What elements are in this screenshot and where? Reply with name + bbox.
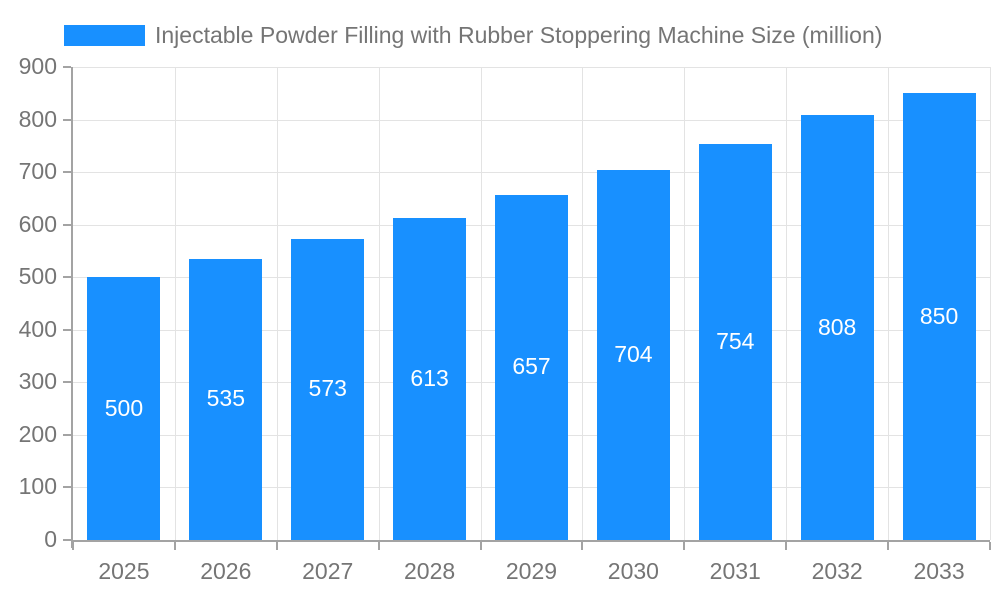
x-tick-label: 2028 <box>404 558 456 584</box>
bar: 808 <box>800 115 874 540</box>
x-axis-tick <box>72 542 74 550</box>
bar: 500 <box>87 277 161 540</box>
x-tick-label: 2030 <box>607 558 659 584</box>
y-axis-tick <box>63 381 71 384</box>
y-tick-label: 800 <box>18 105 57 132</box>
bar: 657 <box>495 194 568 540</box>
legend-label: Injectable Powder Filling with Rubber St… <box>155 22 883 48</box>
y-axis-line <box>71 67 73 548</box>
x-axis-tick <box>173 542 176 550</box>
y-tick-label: 900 <box>18 53 57 79</box>
y-gridline <box>73 172 990 174</box>
bar-value-label: 613 <box>410 364 449 391</box>
x-tick-label: 2029 <box>505 558 558 584</box>
x-axis-tick <box>377 542 380 550</box>
y-tick-label: 500 <box>18 263 57 290</box>
x-gridline <box>684 67 686 540</box>
x-axis-tick <box>887 542 890 550</box>
bar-value-label: 754 <box>716 327 755 354</box>
x-tick-label: 2026 <box>200 558 252 584</box>
bar: 754 <box>698 143 772 540</box>
x-axis-tick <box>683 542 686 550</box>
x-gridline <box>480 67 482 540</box>
y-axis-tick <box>63 276 71 279</box>
x-axis-tick <box>275 542 278 550</box>
x-tick-label: 2027 <box>302 558 354 584</box>
bar: 613 <box>393 217 467 540</box>
y-axis-tick <box>63 486 71 489</box>
x-axis-tick <box>479 542 482 550</box>
bar-value-label: 657 <box>512 353 551 380</box>
bar-value-label: 808 <box>817 313 857 340</box>
x-gridline <box>276 67 278 540</box>
y-tick-label: 300 <box>18 368 57 395</box>
legend[interactable]: Injectable Powder Filling with Rubber St… <box>64 22 882 49</box>
y-tick-label: 700 <box>18 158 57 185</box>
x-axis-line <box>71 540 990 542</box>
x-tick-label: 2025 <box>98 558 150 584</box>
x-gridline <box>378 67 380 540</box>
bar-value-label: 500 <box>104 394 144 421</box>
x-tick-label: 2031 <box>709 558 761 584</box>
y-axis-tick <box>63 171 71 174</box>
y-tick-label: 400 <box>18 315 57 342</box>
y-axis-tick <box>63 66 71 68</box>
x-tick-label: 2033 <box>913 558 965 584</box>
x-axis-tick <box>785 542 788 550</box>
x-tick-label: 2032 <box>811 558 863 584</box>
bar: 850 <box>902 93 976 540</box>
y-tick-label: 600 <box>18 210 57 237</box>
bar-value-label: 704 <box>614 341 653 367</box>
y-axis-tick <box>63 223 71 226</box>
y-gridline <box>73 67 990 68</box>
legend-swatch-icon <box>64 25 145 46</box>
bar: 573 <box>291 238 365 540</box>
x-gridline <box>582 67 584 540</box>
bar-value-label: 850 <box>919 302 959 329</box>
y-axis-tick <box>63 118 71 121</box>
x-gridline <box>990 67 991 540</box>
y-gridline <box>73 119 990 121</box>
y-axis-tick <box>63 539 71 541</box>
x-gridline <box>888 67 890 540</box>
plot-area: 0 100 200 300 400 500 600 700 800 900 2025 500 2026 5… <box>19 53 991 584</box>
y-tick-label: 100 <box>18 473 57 500</box>
x-gridline <box>786 67 788 540</box>
bar: 535 <box>189 258 263 540</box>
x-gridline <box>174 67 176 540</box>
y-axis-tick <box>63 328 71 331</box>
bar: 704 <box>596 170 670 540</box>
y-tick-label: 200 <box>18 420 57 447</box>
y-tick-label: 0 <box>44 526 57 552</box>
y-axis-tick <box>63 433 71 436</box>
bar-value-label: 535 <box>206 385 246 412</box>
x-axis-tick <box>581 542 584 550</box>
x-axis-tick <box>989 542 991 550</box>
bar-value-label: 573 <box>308 375 347 402</box>
